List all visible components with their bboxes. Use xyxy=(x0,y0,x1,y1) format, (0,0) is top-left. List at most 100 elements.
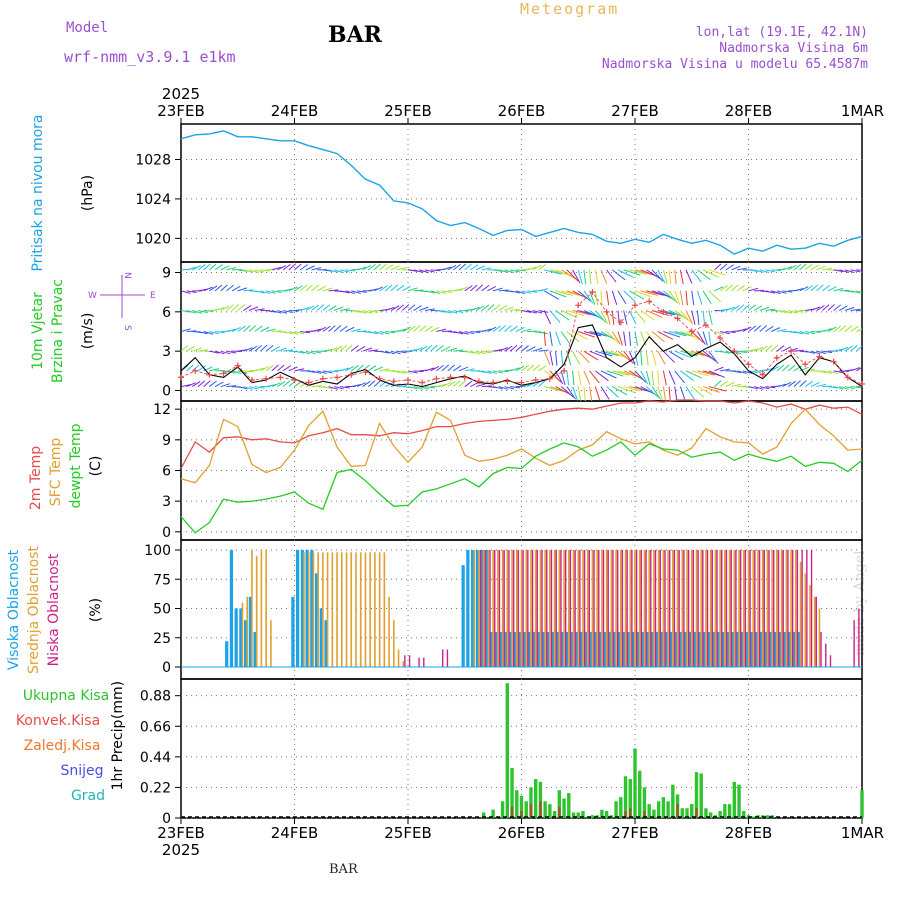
cloud-low-bar xyxy=(706,550,709,667)
time-tick-label-top: 27FEB xyxy=(611,102,658,120)
wind-barb-stroke xyxy=(351,383,361,388)
wind-barb-stroke xyxy=(265,364,274,372)
wind-barb-stroke xyxy=(754,289,765,292)
wind-barb-stroke xyxy=(237,325,246,332)
wind-barb-stroke xyxy=(833,348,844,352)
precip-total-bar xyxy=(694,772,699,818)
precip-conv-bar xyxy=(624,811,627,818)
wind-barb-stroke xyxy=(793,380,801,387)
cloud-low-bar xyxy=(479,550,482,667)
cloud-mid-bar xyxy=(785,550,788,667)
wind-barb-stroke xyxy=(623,386,641,392)
cloud-low-bar xyxy=(626,550,628,667)
wind-barb-stroke xyxy=(793,349,804,352)
wind-barb-stroke xyxy=(322,269,333,272)
cloud-mid-bar xyxy=(397,649,400,667)
wind-barb-stroke xyxy=(856,269,862,271)
wind-barb-stroke xyxy=(810,382,820,388)
wind-barb-stroke xyxy=(424,290,435,294)
wind-barb-stroke xyxy=(362,347,372,352)
wind-barb-stroke xyxy=(782,346,792,352)
wind-barb-stroke xyxy=(430,344,438,352)
wind-barb-stroke xyxy=(657,370,660,386)
cloud-mid-bar xyxy=(705,550,707,667)
cloud-low-bar xyxy=(678,550,680,667)
cloud-mid-bar xyxy=(322,552,324,667)
cloud-high-bar xyxy=(248,596,252,667)
precip-legend-item: Zaledj.Kisa xyxy=(24,738,101,754)
cloud-high-bar xyxy=(475,550,479,667)
cloud-low-bar xyxy=(408,655,411,667)
wind-barb-stroke xyxy=(493,386,503,390)
wind-barb-stroke xyxy=(390,305,400,311)
wind-barb-stroke xyxy=(679,290,684,306)
cloud-low-bar xyxy=(579,550,581,667)
wind-barb-stroke xyxy=(702,386,720,393)
wind-barb-stroke xyxy=(402,370,412,375)
cloud-mid-bar xyxy=(620,550,622,667)
wind-barb-stroke xyxy=(368,310,379,313)
wind-barb-stroke xyxy=(805,368,816,372)
cloud-high-bar xyxy=(532,631,536,667)
cloud-low-bar xyxy=(702,550,704,667)
cloud-mid-bar xyxy=(303,552,305,667)
location-line-1: lon,lat (19.1E, 42.1N) xyxy=(695,25,868,40)
wind-barb-stroke xyxy=(248,269,259,274)
precip-total-bar xyxy=(590,815,595,818)
cloud-high-bar xyxy=(778,631,782,667)
wind-barb-stroke xyxy=(526,346,536,352)
cloud-mid-bar xyxy=(676,550,679,667)
wind-gust-marker xyxy=(759,371,766,378)
cloud-mid-bar xyxy=(648,550,650,667)
wind-barb-stroke xyxy=(521,290,532,294)
wind-barb-stroke xyxy=(657,310,676,316)
wind-barb-stroke xyxy=(782,290,793,293)
wind-barb-stroke xyxy=(606,269,617,283)
wind-barb-stroke xyxy=(521,364,529,372)
cloud-unit-label: (%) xyxy=(88,598,104,622)
wind-barb-stroke xyxy=(589,350,606,359)
wind-barb-stroke xyxy=(385,264,394,271)
wind-barb-stroke xyxy=(544,269,562,275)
y-tick-label: 0.66 xyxy=(140,719,171,735)
cloud-mid-bar xyxy=(340,552,343,667)
wind-barb-stroke xyxy=(316,285,326,292)
wind-barb-stroke xyxy=(214,264,223,271)
wind-barb-stroke xyxy=(470,284,478,292)
cloud-high-bar xyxy=(754,631,758,667)
wind-ylabel-sub: Brzina i Pravac xyxy=(50,279,66,383)
cloud-low-bar xyxy=(522,550,524,667)
cloud-mid-bar xyxy=(260,550,263,667)
wind-barb-stroke xyxy=(617,350,632,362)
wind-barb-stroke xyxy=(572,331,588,340)
wind-barb-stroke xyxy=(788,331,799,334)
wind-barb-stroke xyxy=(453,263,461,271)
cloud-high-bar xyxy=(499,631,503,667)
wind-barb-stroke xyxy=(260,344,268,352)
wind-barb-stroke xyxy=(413,305,422,311)
cloud-mid-bar xyxy=(350,552,353,667)
wind-barb-stroke xyxy=(504,325,512,332)
cloud-low-bar xyxy=(659,550,661,667)
wind-barb-stroke xyxy=(209,285,218,292)
cloud-low-bar xyxy=(446,649,449,667)
cloud-high-bar xyxy=(489,631,494,667)
wind-barb-stroke xyxy=(220,350,231,355)
cloud-high-bar xyxy=(721,631,725,667)
wind-ylabel-main: 10m Vjetar xyxy=(30,292,46,370)
wind-barb-stroke xyxy=(231,304,240,311)
precip-total-bar xyxy=(543,801,547,818)
cloud-high-bar xyxy=(527,631,531,667)
wind-barb-stroke xyxy=(192,381,201,387)
cloud-high-bar xyxy=(310,550,314,667)
wind-barb-stroke xyxy=(765,344,773,352)
cloud-mid-bar xyxy=(719,550,721,667)
wind-barb-stroke xyxy=(685,350,704,356)
cloud-mid-bars xyxy=(241,550,821,667)
wind-barb-stroke xyxy=(192,347,202,352)
wind-barb-stroke xyxy=(833,386,844,390)
wind-barb-stroke xyxy=(776,328,787,332)
cloud-mid-bar xyxy=(662,550,665,667)
precip-total-bar xyxy=(562,798,566,818)
wind-barb-stroke xyxy=(498,347,508,352)
